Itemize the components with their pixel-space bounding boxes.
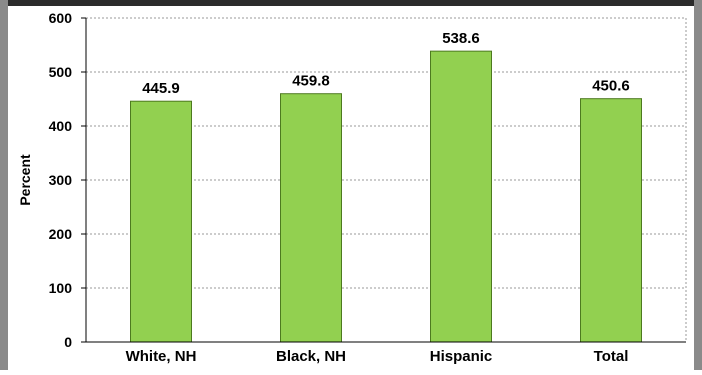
right-border [694, 0, 702, 370]
left-border [0, 0, 8, 370]
bar [580, 98, 642, 343]
x-tick-label: White, NH [126, 348, 197, 365]
y-tick-label: 300 [49, 172, 73, 188]
y-tick-label: 100 [49, 280, 73, 296]
x-tick-label: Black, NH [276, 348, 346, 365]
data-label: 445.9 [142, 80, 180, 97]
bar [280, 93, 342, 343]
bar [430, 50, 492, 343]
y-axis-label: Percent [17, 154, 33, 206]
x-tick-labels: White, NH Black, NH Hispanic Total [126, 348, 629, 365]
y-tick-labels: 0 100 200 300 400 500 600 [49, 10, 86, 350]
y-tick-label: 200 [49, 226, 73, 242]
top-border-bar [0, 0, 702, 6]
data-label: 538.6 [442, 30, 480, 47]
bars [130, 50, 642, 343]
data-label: 450.6 [592, 78, 630, 95]
data-label: 459.8 [292, 73, 330, 90]
bar [130, 100, 192, 343]
y-tick-label: 0 [64, 334, 72, 350]
y-tick-label: 400 [49, 118, 73, 134]
y-tick-label: 600 [49, 10, 73, 26]
y-tick-label: 500 [49, 64, 73, 80]
data-labels: 445.9 459.8 538.6 450.6 [142, 30, 630, 97]
x-tick-label: Hispanic [430, 348, 493, 365]
x-tick-label: Total [594, 348, 629, 365]
